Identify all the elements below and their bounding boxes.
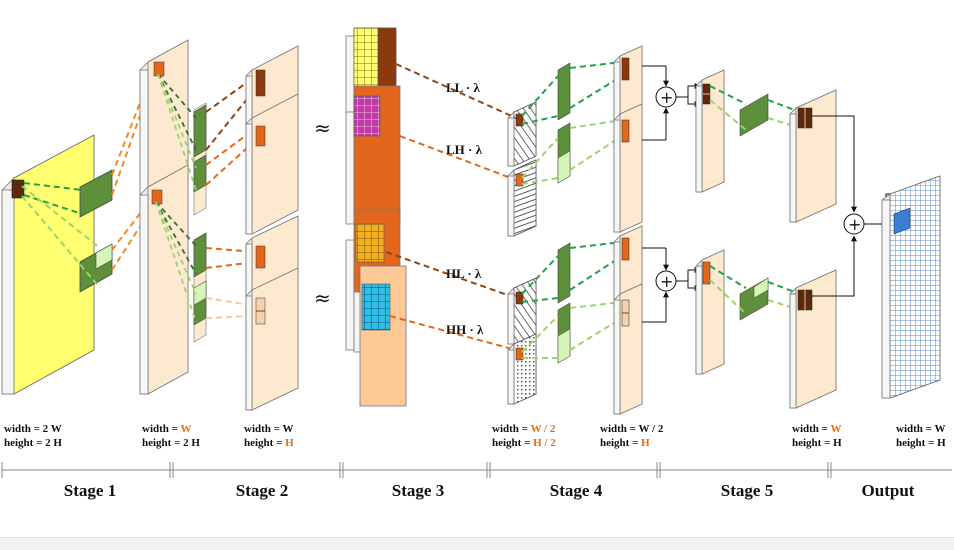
svg-text:height = H: height = H	[792, 437, 842, 449]
svg-text:width = W / 2: width = W / 2	[492, 423, 556, 435]
stage1-patch	[11, 179, 25, 199]
stage4-dashed	[521, 61, 623, 359]
stage4a-block-ll	[507, 101, 537, 167]
stage5-output-bottom	[789, 269, 837, 409]
dim-label-stage4b: width = W / 2 height = H	[600, 423, 664, 449]
stage1-kernel-bottom	[79, 243, 113, 293]
svg-text:height = H: height = H	[600, 437, 650, 449]
svg-text:+: +	[660, 88, 673, 107]
stage-label-3: Stage 3	[392, 481, 444, 500]
svg-text:width = W: width = W	[142, 423, 191, 435]
output-block	[881, 175, 941, 399]
stage2b-block-4	[245, 267, 299, 411]
approx-symbol-top: ≈	[314, 116, 331, 140]
svg-text:height = H / 2: height = H / 2	[492, 437, 556, 449]
dim-label-stage2a: width = W height = 2 H	[142, 423, 200, 449]
dim-label-stage4a: width = W / 2 height = H / 2	[492, 423, 556, 449]
stage-divider-line	[1, 462, 952, 478]
stage4a-block-lh	[507, 159, 537, 237]
hl-subband	[355, 223, 385, 263]
stage4b-block-2	[613, 103, 643, 233]
stage5-kernels	[739, 93, 769, 321]
stage2-kernels	[193, 102, 207, 343]
svg-text:width = W: width = W	[244, 423, 293, 435]
stage5-output-top	[789, 89, 837, 223]
svg-text:height = H: height = H	[244, 437, 294, 449]
stage-label-1: Stage 1	[64, 481, 116, 500]
stage4-kernels	[557, 62, 571, 364]
sum-node-output: +	[812, 115, 907, 297]
stage5-input-bottom	[695, 249, 725, 375]
dim-label-output: width = W height = H	[896, 423, 946, 449]
svg-text:+: +	[660, 272, 673, 291]
stage-label-2: Stage 2	[236, 481, 288, 500]
stage4a-block-hl	[507, 277, 537, 345]
hh-subband	[361, 283, 391, 331]
op-label-lh: LH · λ	[446, 142, 483, 157]
svg-text:height = H: height = H	[896, 437, 946, 449]
stage4b-block-4	[613, 283, 643, 415]
svg-text:height = 2 H: height = 2 H	[4, 437, 62, 449]
stage2b-block-2	[245, 93, 299, 235]
stage-label-4: Stage 4	[550, 481, 603, 500]
stage3-dashed-out	[385, 63, 517, 351]
approx-symbol-bottom: ≈	[314, 286, 331, 310]
stage5-input-top	[695, 69, 725, 193]
sum-node-bottom: +	[642, 247, 701, 323]
stage5-dashed	[709, 85, 801, 315]
lh-subband	[353, 95, 381, 137]
svg-text:width = W: width = W	[896, 423, 945, 435]
dim-label-stage1: width = 2 W height = 2 H	[4, 423, 62, 449]
svg-text:+: +	[848, 215, 861, 234]
stage2-block-bottom	[139, 164, 189, 395]
stage-label-output: Output	[862, 481, 915, 500]
stage1-kernel-top	[79, 169, 113, 218]
stage-label-5: Stage 5	[721, 481, 773, 500]
op-label-hl: HL · λ	[446, 266, 482, 281]
stage3-group-top	[345, 27, 401, 225]
svg-text:width = W: width = W	[792, 423, 841, 435]
op-label-ll: LL · λ	[446, 80, 480, 95]
stage4a-block-hh	[507, 333, 537, 405]
sum-node-top: +	[642, 65, 701, 141]
footer-bar	[0, 537, 954, 550]
svg-text:width = 2 W: width = 2 W	[4, 423, 62, 435]
stage2-dashed-inner	[155, 73, 197, 323]
op-label-hh: HH · λ	[446, 322, 484, 337]
output-patch	[893, 207, 911, 235]
svg-text:width = W / 2: width = W / 2	[600, 423, 664, 435]
svg-text:height = 2 H: height = 2 H	[142, 437, 200, 449]
dim-label-stage2b: width = W height = H	[244, 423, 294, 449]
stage3-group-bottom	[345, 209, 407, 407]
dim-label-stage5: width = W height = H	[792, 423, 842, 449]
